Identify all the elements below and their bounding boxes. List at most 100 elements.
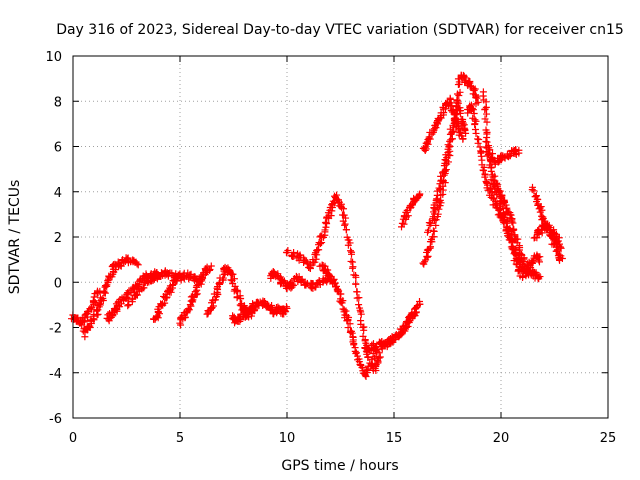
data-point [282,303,290,311]
data-point [537,203,545,211]
data-point [536,208,544,216]
data-point [341,221,349,229]
x-tick-label: 15 [386,431,403,446]
data-point [340,205,348,213]
data-point [177,272,185,280]
data-point [375,349,383,357]
data-point [352,280,360,288]
data-point [211,296,219,304]
data-point [344,241,352,249]
data-point [189,292,197,300]
data-point [181,313,189,321]
data-point [421,145,429,153]
data-point [185,306,193,314]
data-point [341,220,349,228]
data-point [372,362,380,370]
y-tick-label: 2 [54,231,62,246]
data-point [364,353,372,361]
data-point [371,354,379,362]
data-point [441,166,449,174]
data-point [515,149,523,157]
data-point [353,288,361,296]
data-point [483,118,491,126]
data-point [228,277,236,285]
data-point [352,273,360,281]
data-point [508,230,516,238]
data-point [535,258,543,266]
data-point [219,274,227,282]
data-point [416,300,424,308]
data-point [470,109,478,117]
data-point [483,110,491,118]
data-point [424,226,432,234]
data-point [505,232,513,240]
data-point [233,294,241,302]
data-point [95,300,103,308]
data-point [433,195,441,203]
y-tick-label: -4 [49,367,62,382]
data-point [557,243,565,251]
data-point [456,88,464,96]
data-point [134,261,142,269]
data-point [90,312,98,320]
data-point [488,189,496,197]
data-point [493,191,501,199]
data-point [456,109,464,117]
data-point [454,119,462,127]
data-point [524,267,532,275]
data-point [337,298,345,306]
data-point [557,244,565,252]
x-tick-label: 25 [600,431,617,446]
data-point [398,219,406,227]
data-point [311,283,319,291]
data-point [346,320,354,328]
x-tick-label: 20 [493,431,510,446]
data-point [412,304,420,312]
data-point [416,190,424,198]
data-point [532,192,540,200]
data-point [251,302,259,310]
data-point [342,226,350,234]
x-tick-label: 5 [176,431,184,446]
data-point [229,270,237,278]
data-point [432,199,440,207]
data-point [424,252,432,260]
data-point [104,276,112,284]
data-point [125,301,133,309]
data-point [311,258,319,266]
data-point [509,219,517,227]
data-point [347,247,355,255]
y-tick-label: 6 [54,141,62,156]
data-point [462,129,470,137]
y-tick-label: -2 [49,322,62,337]
data-point [472,117,480,125]
gridlines [73,56,608,418]
data-point [558,254,566,262]
data-point [448,108,456,116]
y-tick-label: 0 [54,276,62,291]
data-point [495,187,503,195]
data-point [403,208,411,216]
data-point [326,273,334,281]
data-point [133,260,141,268]
data-point [206,265,214,273]
data-point [446,94,454,102]
data-point [459,135,467,143]
data-point [348,250,355,258]
data-point [288,280,296,288]
data-point [352,349,360,357]
data-point [427,219,435,227]
data-point [534,273,542,281]
data-point [101,289,109,297]
data-point [363,367,371,375]
data-point [446,102,454,110]
data-point [100,288,108,296]
data-point [318,239,326,247]
data-point [355,301,363,309]
data-point [536,273,544,281]
data-point [318,232,326,240]
data-point [481,105,489,113]
data-point [474,139,482,147]
data-point [423,253,431,261]
